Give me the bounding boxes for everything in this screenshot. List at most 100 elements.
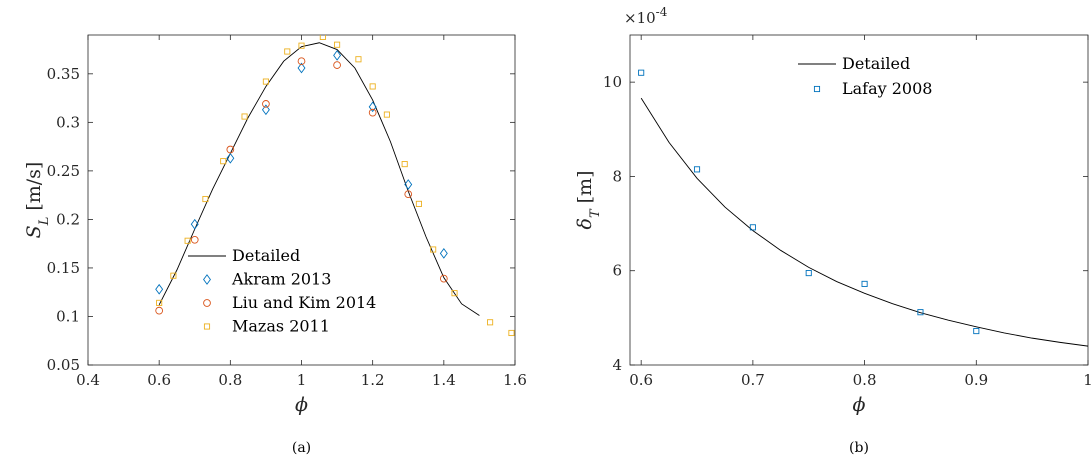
series-mazas-2011-point bbox=[202, 195, 209, 203]
series-lafay-2008-point bbox=[749, 224, 756, 231]
series-lafay-2008-point bbox=[917, 309, 924, 316]
series-mazas-2011-point bbox=[508, 329, 515, 337]
series-mazas-2011-point bbox=[184, 237, 191, 244]
legend-marker-swatch bbox=[203, 299, 211, 307]
y-tick-label: 0.35 bbox=[47, 65, 80, 83]
series-lafay-2008-point bbox=[861, 280, 868, 287]
series-mazas-2011-point bbox=[487, 319, 494, 326]
y-axis-label-unit: [m/s] bbox=[23, 162, 45, 211]
series-mazas-2011-point bbox=[156, 299, 163, 306]
series-mazas-2011-point bbox=[170, 272, 177, 279]
series-mazas-2011-point bbox=[241, 113, 248, 120]
y-axis-label-symbol: S bbox=[23, 225, 45, 238]
x-tick-label: 0.7 bbox=[741, 371, 765, 389]
legend-label: Liu and Kim 2014 bbox=[232, 293, 376, 312]
x-tick-label: 0.8 bbox=[853, 371, 877, 389]
series-mazas-2011-point bbox=[430, 246, 437, 253]
plot-area-frame bbox=[629, 34, 1089, 366]
series-akram-2013-point bbox=[297, 62, 306, 74]
series-mazas-2011-point bbox=[334, 41, 341, 48]
x-tick-label: 0.6 bbox=[147, 371, 171, 389]
x-tick-label: 1.4 bbox=[432, 371, 456, 389]
y-tick-label: 4 bbox=[612, 356, 622, 374]
series-liu-and-kim-2014-point bbox=[297, 57, 306, 66]
y-axis-label: SL [m/s] bbox=[23, 162, 52, 239]
series-lafay-2008-point bbox=[805, 270, 812, 277]
series-akram-2013-point bbox=[333, 50, 342, 61]
x-tick-label: 1.2 bbox=[361, 371, 385, 389]
series-liu-and-kim-2014-point bbox=[262, 100, 270, 108]
series-mazas-2011-point bbox=[355, 56, 362, 63]
series-akram-2013-point bbox=[190, 218, 199, 230]
series-liu-and-kim-2014-point bbox=[404, 190, 413, 199]
plot-series-group bbox=[155, 35, 515, 337]
series-mazas-2011-point bbox=[383, 111, 390, 118]
y-tick-label: 6 bbox=[612, 262, 622, 280]
series-lafay-2008-point bbox=[693, 166, 701, 173]
legend-label: Akram 2013 bbox=[231, 270, 331, 289]
panel-a-chart: 0.4 0.6 0.8 1 1.2 1.4 1.6 0.05 0.1 0.15 0.2 0.25 0.3… bbox=[23, 34, 527, 456]
series-mazas-2011-point bbox=[319, 35, 326, 40]
series-lafay-2008-point bbox=[638, 69, 645, 76]
y-axis-exponent-base: ×10 bbox=[624, 9, 656, 27]
y-axis-exponent-power: -4 bbox=[656, 5, 668, 19]
legend-label: Mazas 2011 bbox=[232, 317, 330, 336]
series-liu-and-kim-2014-point bbox=[368, 108, 377, 117]
series-liu-and-kim-2014-point bbox=[155, 306, 164, 315]
x-tick-label: 0.8 bbox=[218, 371, 242, 389]
plot-series-group bbox=[638, 69, 1088, 347]
series-mazas-2011-point bbox=[284, 48, 291, 55]
x-axis-label: ϕ bbox=[853, 394, 866, 416]
y-tick-label: 0.25 bbox=[47, 162, 80, 180]
x-tick-label: 1 bbox=[297, 371, 307, 389]
series-mazas-2011-point bbox=[401, 161, 408, 168]
y-tick-label: 0.3 bbox=[56, 113, 80, 131]
y-axis-label-symbol: δ bbox=[574, 218, 596, 229]
series-liu-and-kim-2014-point bbox=[333, 61, 341, 69]
x-tick-label: 0.9 bbox=[964, 371, 988, 389]
y-tick-label: 10 bbox=[603, 73, 622, 91]
y-tick-label: 0.1 bbox=[56, 307, 80, 325]
series-liu-and-kim-2014-point bbox=[439, 274, 448, 283]
series-akram-2013-point bbox=[439, 248, 448, 259]
x-tick-label: 1 bbox=[1083, 371, 1091, 389]
series-akram-2013-point bbox=[155, 283, 164, 295]
x-tick-label: 1.6 bbox=[503, 371, 527, 389]
x-axis-label: ϕ bbox=[295, 394, 308, 416]
panel-caption: (b) bbox=[849, 440, 869, 456]
legend-marker-swatch bbox=[203, 323, 211, 330]
series-mazas-2011-point bbox=[262, 78, 269, 85]
legend-label: Detailed bbox=[842, 54, 910, 73]
y-tick-label: 0.15 bbox=[47, 259, 80, 277]
series-lafay-2008-point bbox=[973, 328, 980, 335]
y-tick-label: 8 bbox=[612, 167, 622, 185]
series-akram-2013-point bbox=[368, 101, 377, 113]
legend-marker-swatch bbox=[203, 274, 211, 285]
series-liu-and-kim-2014-point bbox=[226, 145, 235, 154]
y-axis-label: δT [m] bbox=[574, 171, 603, 230]
series-detailed-line bbox=[640, 97, 1088, 347]
legend-marker-swatch bbox=[813, 85, 821, 93]
y-tick-label: 0.2 bbox=[56, 210, 80, 228]
legend-label: Lafay 2008 bbox=[842, 79, 932, 98]
plot-area-frame bbox=[87, 34, 516, 366]
series-detailed-line bbox=[158, 42, 480, 316]
x-tick-label: 0.4 bbox=[76, 371, 100, 389]
series-akram-2013-point bbox=[261, 104, 270, 116]
series-liu-and-kim-2014-point bbox=[190, 235, 199, 244]
panel-caption: (a) bbox=[292, 440, 311, 456]
panel-b-chart: 0.6 0.7 0.8 0.9 1 4 6 8 10 ϕ δT [m] ×10-4 Detailed Laf… bbox=[574, 5, 1091, 456]
y-axis-exponent: ×10-4 bbox=[624, 5, 668, 27]
series-mazas-2011-point bbox=[369, 83, 376, 90]
series-akram-2013-point bbox=[226, 152, 235, 164]
x-tick-label: 0.6 bbox=[629, 371, 653, 389]
series-akram-2013-point bbox=[404, 179, 413, 190]
y-axis-label-unit: [m] bbox=[574, 171, 596, 204]
y-tick-label: 0.05 bbox=[47, 356, 80, 374]
y-axis-label-subscript: L bbox=[37, 217, 52, 227]
series-mazas-2011-point bbox=[451, 290, 458, 297]
series-mazas-2011-point bbox=[415, 200, 422, 207]
y-axis-label-subscript: T bbox=[588, 208, 603, 218]
series-mazas-2011-point bbox=[220, 158, 227, 165]
